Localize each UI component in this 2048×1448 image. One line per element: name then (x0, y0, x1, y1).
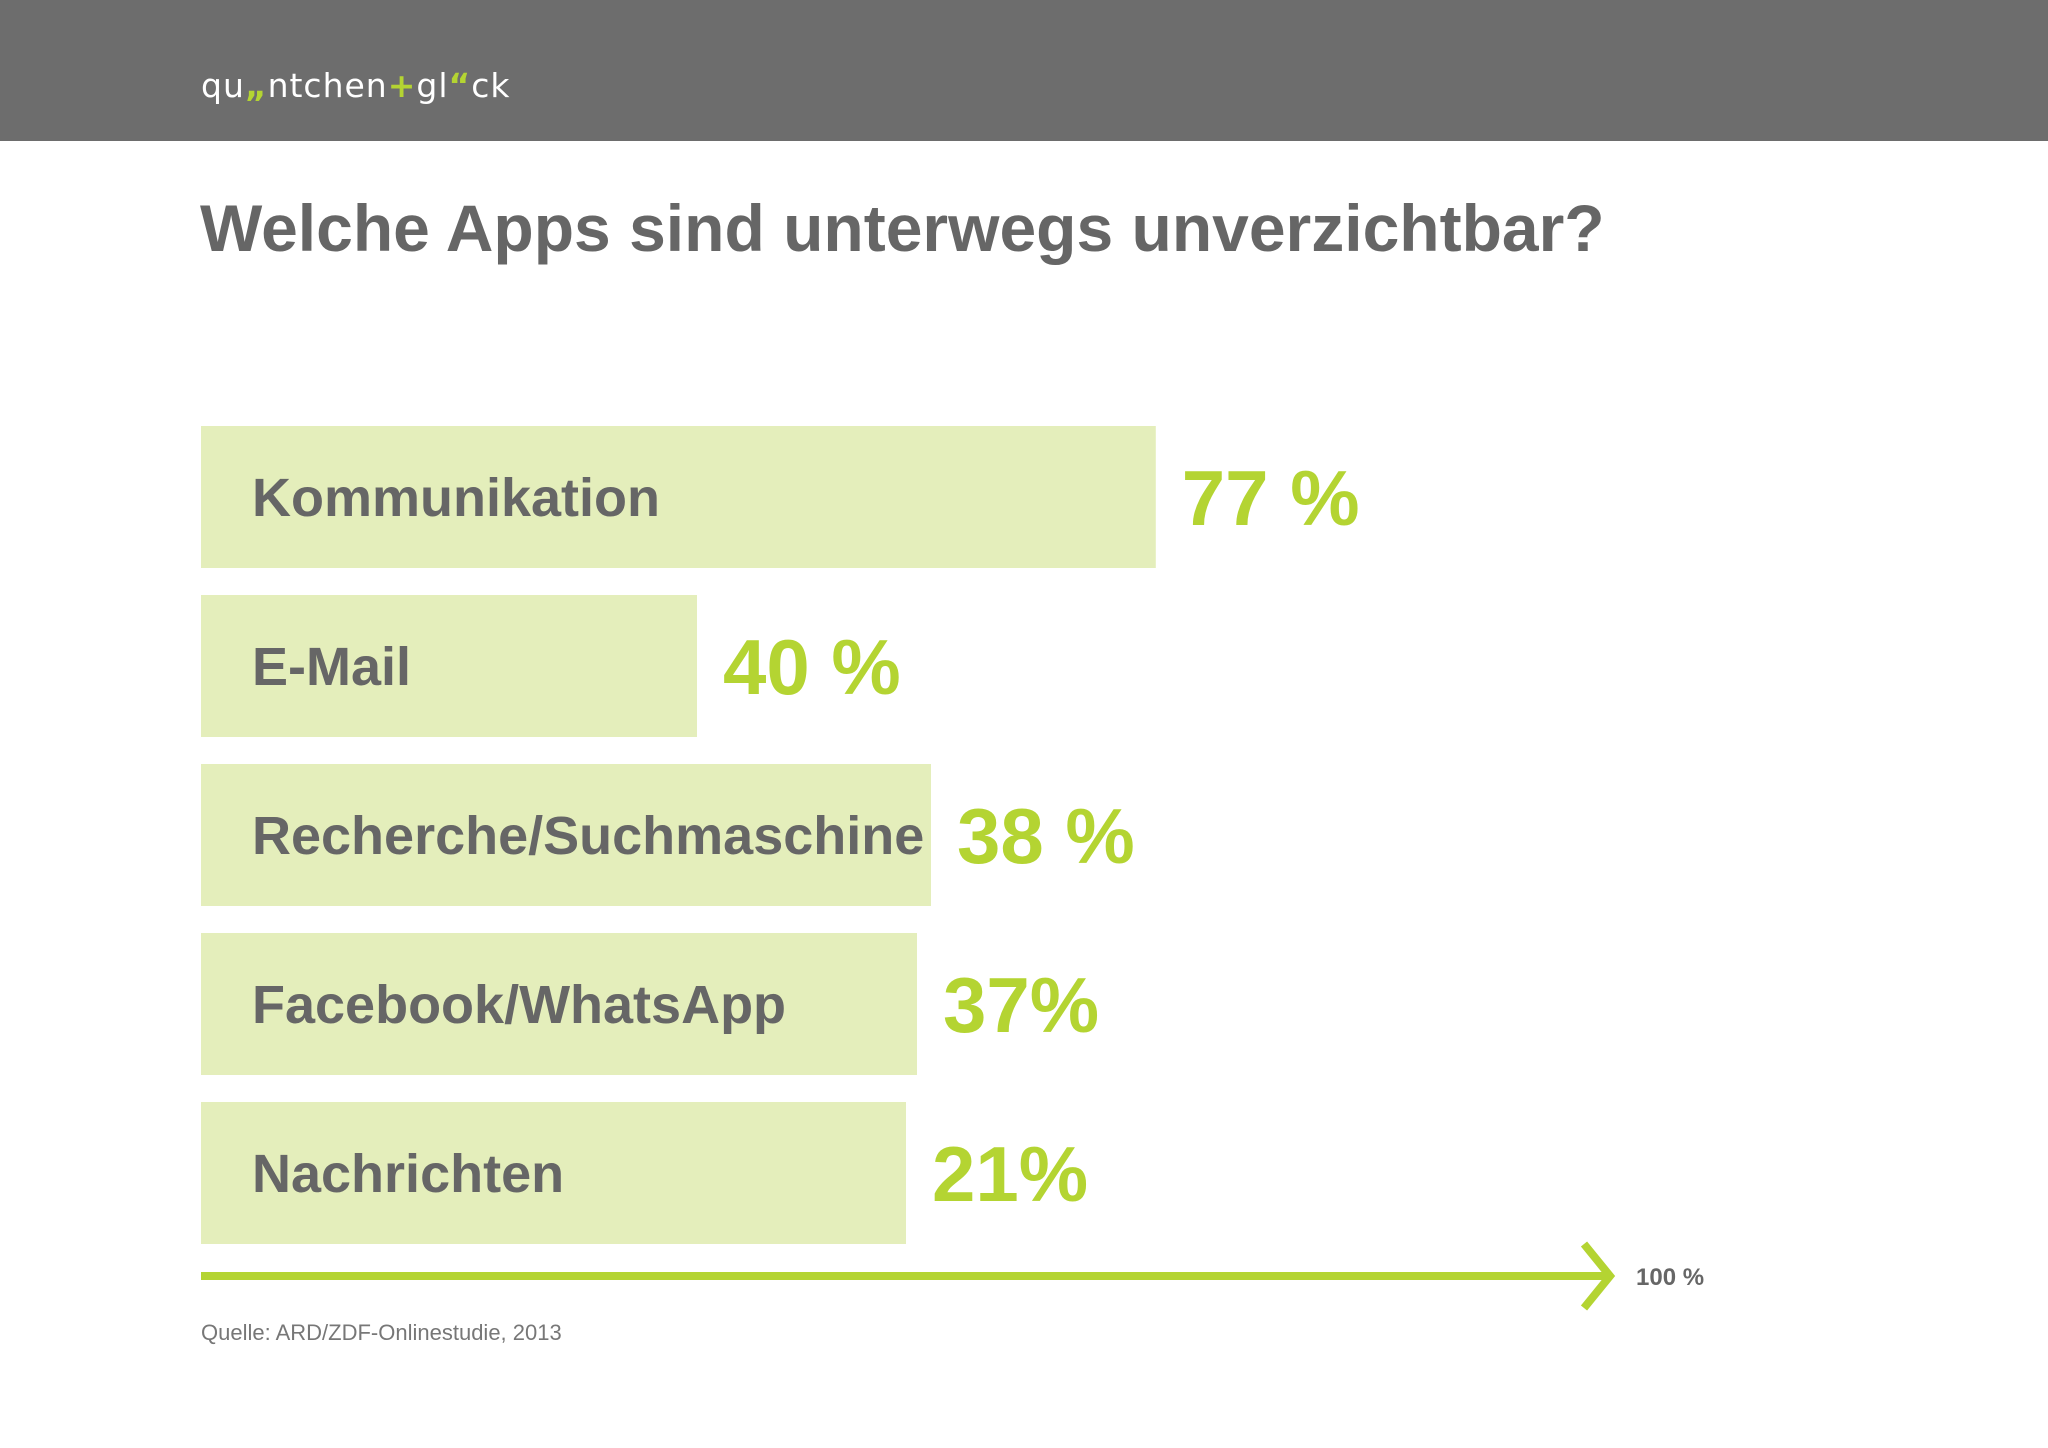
category-label: E-Mail (252, 637, 411, 697)
header-bar: qu„ntchen+gl“ck (0, 0, 2048, 141)
value-label: 37% (943, 961, 1099, 1049)
brand-part: gl (416, 66, 449, 105)
x-axis-arrowhead (1580, 1241, 1616, 1311)
bar-5 (201, 1102, 906, 1244)
brand-part: ntchen (267, 66, 388, 105)
category-label: Kommunikation (252, 468, 660, 528)
brand-part-accent: + (387, 66, 417, 105)
category-label: Facebook/WhatsApp (252, 975, 786, 1035)
category-label: Nachrichten (252, 1144, 564, 1204)
value-label: 77 % (1182, 454, 1360, 542)
page-title: Welche Apps sind unterwegs unverzichtbar… (200, 191, 1605, 265)
brand-part: ck (471, 66, 511, 105)
brand-part-accent: „ (244, 66, 268, 105)
value-label: 21% (932, 1130, 1088, 1218)
bar-4 (201, 933, 917, 1075)
axis-end-label: 100 % (1636, 1264, 1704, 1291)
brand-logo: qu„ntchen+gl“ck (201, 66, 510, 105)
bar-2 (201, 595, 697, 737)
bar-3 (201, 764, 931, 906)
brand-part-accent: “ (448, 66, 472, 105)
value-label: 40 % (723, 623, 901, 711)
brand-part: qu (201, 66, 245, 105)
source-note: Quelle: ARD/ZDF-Onlinestudie, 2013 (201, 1320, 562, 1345)
value-label: 38 % (957, 792, 1135, 880)
bar-1 (201, 426, 1156, 568)
category-label: Recherche/Suchmaschine (252, 806, 924, 866)
